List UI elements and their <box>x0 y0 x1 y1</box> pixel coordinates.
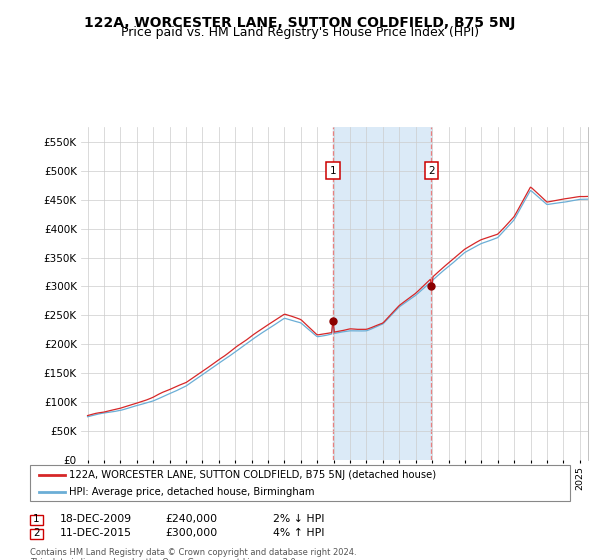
Text: £300,000: £300,000 <box>165 528 217 538</box>
Text: £240,000: £240,000 <box>165 514 217 524</box>
Text: 11-DEC-2015: 11-DEC-2015 <box>60 528 132 538</box>
Text: 122A, WORCESTER LANE, SUTTON COLDFIELD, B75 5NJ (detached house): 122A, WORCESTER LANE, SUTTON COLDFIELD, … <box>69 470 436 480</box>
Text: 18-DEC-2009: 18-DEC-2009 <box>60 514 132 524</box>
Text: 2% ↓ HPI: 2% ↓ HPI <box>273 514 325 524</box>
Bar <box>333 127 431 460</box>
Text: 2: 2 <box>33 528 40 538</box>
Text: Price paid vs. HM Land Registry's House Price Index (HPI): Price paid vs. HM Land Registry's House … <box>121 26 479 39</box>
Text: 2: 2 <box>428 166 435 176</box>
Text: 1: 1 <box>329 166 337 176</box>
Text: 122A, WORCESTER LANE, SUTTON COLDFIELD, B75 5NJ: 122A, WORCESTER LANE, SUTTON COLDFIELD, … <box>85 16 515 30</box>
Text: 1: 1 <box>33 514 40 524</box>
Text: Contains HM Land Registry data © Crown copyright and database right 2024.
This d: Contains HM Land Registry data © Crown c… <box>30 548 356 560</box>
Text: 4% ↑ HPI: 4% ↑ HPI <box>273 528 325 538</box>
Text: HPI: Average price, detached house, Birmingham: HPI: Average price, detached house, Birm… <box>69 487 314 497</box>
